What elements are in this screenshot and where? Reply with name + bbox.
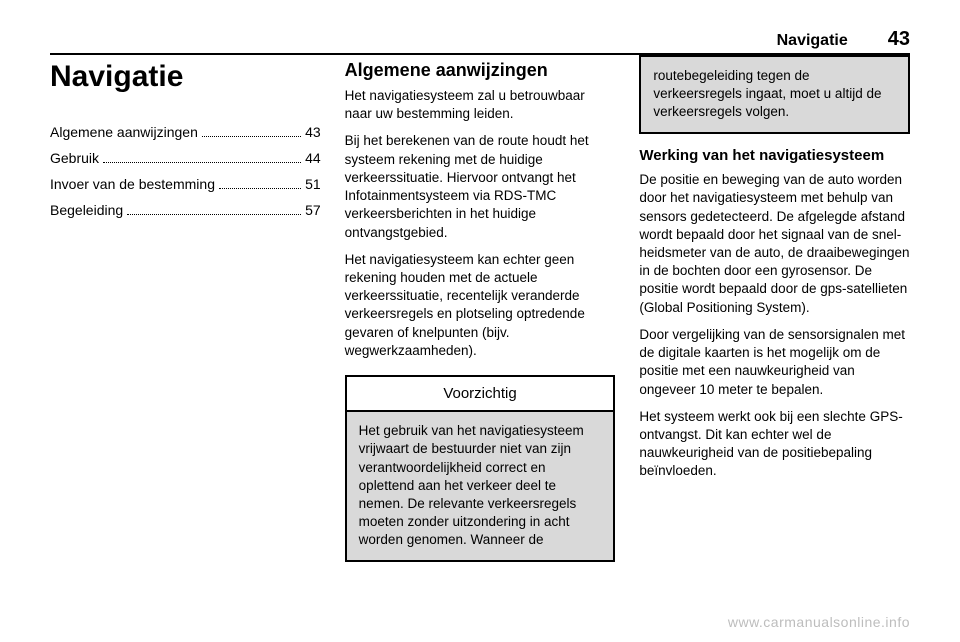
manual-page: Navigatie 43 Navigatie Algemene aanwijzi… xyxy=(0,0,960,642)
body-paragraph: Het navigatiesysteem zal u betrouw­baar … xyxy=(345,87,616,123)
body-paragraph: Het systeem werkt ook bij een slechte GP… xyxy=(639,408,910,481)
header-page-number: 43 xyxy=(888,28,910,51)
toc-row: Algemene aanwijzingen 43 xyxy=(50,124,321,140)
header-section-name: Navigatie xyxy=(777,32,848,50)
toc-dots xyxy=(103,162,301,163)
toc-label: Algemene aanwijzingen xyxy=(50,124,198,140)
subsection-heading: Werking van het navigatiesysteem xyxy=(639,146,910,166)
body-paragraph: De positie en beweging van de auto worde… xyxy=(639,171,910,317)
toc-row: Begeleiding 57 xyxy=(50,202,321,218)
toc-page: 51 xyxy=(305,176,321,192)
body-paragraph: Door vergelijking van de sensorsig­nalen… xyxy=(639,326,910,399)
section-heading: Algemene aanwijzingen xyxy=(345,60,616,81)
caution-title: Voorzichtig xyxy=(347,377,614,412)
chapter-title: Navigatie xyxy=(50,60,321,94)
column-1: Navigatie Algemene aanwijzingen 43 Gebru… xyxy=(50,55,321,592)
column-2: Algemene aanwijzingen Het navigatiesyste… xyxy=(345,55,616,592)
caution-continuation: routebegeleiding tegen de verkeersregels… xyxy=(639,55,910,134)
toc-row: Invoer van de bestemming 51 xyxy=(50,176,321,192)
toc-page: 44 xyxy=(305,150,321,166)
toc-page: 57 xyxy=(305,202,321,218)
caution-body: Het gebruik van het navigatiesys­teem vr… xyxy=(347,412,614,560)
watermark: www.carmanualsonline.info xyxy=(728,614,910,630)
content-columns: Navigatie Algemene aanwijzingen 43 Gebru… xyxy=(50,55,910,592)
toc-row: Gebruik 44 xyxy=(50,150,321,166)
toc-page: 43 xyxy=(305,124,321,140)
toc-dots xyxy=(127,214,301,215)
toc-label: Gebruik xyxy=(50,150,99,166)
column-3: routebegeleiding tegen de verkeersregels… xyxy=(639,55,910,592)
toc-dots xyxy=(202,136,301,137)
body-paragraph: Het navigatiesysteem kan echter geen rek… xyxy=(345,251,616,360)
toc-label: Invoer van de bestemming xyxy=(50,176,215,192)
toc-label: Begeleiding xyxy=(50,202,123,218)
page-header: Navigatie 43 xyxy=(50,28,910,55)
body-paragraph: Bij het berekenen van de route houdt het… xyxy=(345,132,616,241)
toc-dots xyxy=(219,188,301,189)
caution-box: Voorzichtig Het gebruik van het navigati… xyxy=(345,375,616,562)
